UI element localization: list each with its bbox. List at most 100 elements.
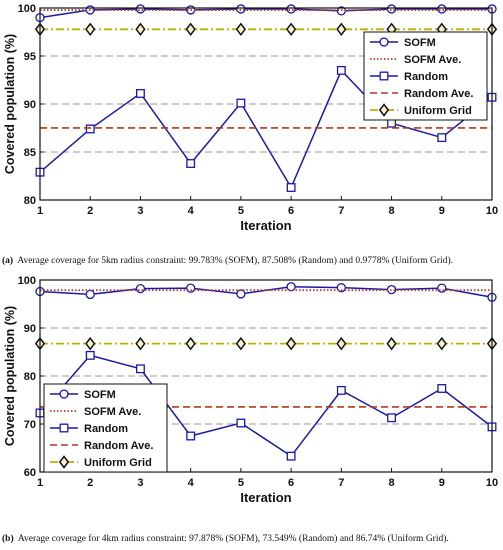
- data-point: [336, 65, 346, 75]
- series-sofm: [35, 282, 497, 302]
- y-tick-label: 60: [24, 467, 36, 479]
- x-tick-label: 2: [87, 477, 93, 489]
- data-point: [286, 451, 296, 461]
- data-point: [286, 183, 296, 192]
- series-line: [39, 285, 493, 299]
- series-line: [39, 69, 493, 190]
- y-tick-label: 90: [24, 99, 36, 111]
- legend-entry: Random Ave.: [84, 440, 153, 452]
- y-tick-label: 100: [18, 3, 36, 15]
- legend-entry: SOFM: [84, 389, 116, 401]
- y-tick-label: 80: [24, 195, 36, 207]
- series-uniform-grid: [34, 336, 498, 351]
- data-point: [85, 336, 96, 351]
- legend: SOFM SOFM Ave. Random Random Ave. Uniform Gr…: [43, 383, 168, 473]
- data-point: [336, 336, 347, 351]
- data-point: [85, 350, 95, 360]
- data-point: [235, 22, 247, 37]
- caption-b-text: Average coverage for 4km radius constrai…: [17, 534, 449, 544]
- data-point: [186, 159, 196, 168]
- data-point: [185, 336, 196, 351]
- data-point: [85, 124, 95, 134]
- data-point: [387, 118, 397, 128]
- x-tick-label: 1: [37, 205, 43, 217]
- y-tick-label: 80: [24, 371, 36, 383]
- legend-swatch-marker: [59, 423, 69, 433]
- legend-swatch-marker: [379, 71, 389, 81]
- legend-entry: SOFM: [404, 37, 436, 49]
- data-point: [135, 283, 146, 294]
- chart-panel-a: 1 2 3 4 5 6 7 8 9 10 80 85 90 95 100 Iteration Covered p…: [3, 3, 498, 233]
- chart-panel-b: 1 2 3 4 5 6 7 8 9 10 60 70 80 90 100 Iteration Covered p…: [3, 275, 498, 505]
- legend-entry: Random: [404, 71, 448, 83]
- x-axis-label: Iteration: [240, 218, 291, 233]
- series-random: [35, 65, 497, 192]
- data-point: [236, 289, 246, 299]
- legend-entry: Uniform Grid: [84, 457, 152, 469]
- y-tick-label: 70: [24, 419, 36, 431]
- data-point: [135, 4, 146, 14]
- data-point: [235, 336, 247, 351]
- legend-swatch-marker: [59, 389, 69, 399]
- x-axis-label: Iteration: [240, 490, 291, 505]
- data-point: [386, 336, 397, 351]
- legend-swatch-marker: [58, 455, 70, 469]
- data-point: [286, 4, 296, 14]
- data-point: [436, 336, 447, 351]
- legend-entry: Uniform Grid: [404, 105, 472, 117]
- data-point: [236, 418, 246, 428]
- x-tick-label: 3: [137, 477, 143, 489]
- x-tick-label: 7: [338, 205, 344, 217]
- data-point: [437, 384, 447, 393]
- x-tick-label: 4: [188, 205, 195, 217]
- legend-entry: SOFM Ave.: [404, 54, 461, 66]
- legend-swatch-marker: [378, 103, 390, 117]
- data-point: [285, 22, 297, 37]
- legend: SOFM SOFM Ave. Random Random Ave. Uniform Gr…: [363, 31, 488, 121]
- data-point: [236, 98, 246, 108]
- y-tick-label: 100: [18, 275, 36, 287]
- x-tick-label: 6: [288, 205, 294, 217]
- x-tick-label: 5: [238, 205, 244, 217]
- x-tick-label: 1: [37, 477, 43, 489]
- x-tick-label: 2: [87, 205, 93, 217]
- legend-swatch-marker: [379, 37, 389, 47]
- x-tick-label: 6: [288, 477, 294, 489]
- caption-a-label: (a): [2, 256, 14, 266]
- data-point: [236, 4, 246, 14]
- data-point: [336, 22, 347, 37]
- data-point: [286, 282, 296, 292]
- caption-b-label: (b): [2, 534, 14, 544]
- legend-entry: Random Ave.: [404, 88, 473, 100]
- legend-entry: SOFM Ave.: [84, 406, 141, 418]
- data-point: [336, 385, 346, 395]
- x-tick-label: 5: [238, 477, 244, 489]
- data-point: [336, 283, 346, 293]
- data-point: [186, 431, 196, 441]
- x-tick-label: 8: [388, 477, 394, 489]
- data-point: [85, 22, 96, 37]
- data-point: [85, 289, 95, 300]
- data-point: [386, 4, 397, 14]
- x-tick-label: 7: [338, 477, 344, 489]
- x-tick-label: 8: [388, 205, 394, 217]
- caption-a-text: Average coverage for 5km radius constrai…: [17, 256, 453, 266]
- data-point: [387, 413, 397, 423]
- data-point: [437, 4, 447, 14]
- x-tick-label: 10: [486, 205, 498, 217]
- x-tick-label: 10: [486, 477, 498, 489]
- data-point: [185, 22, 196, 37]
- x-tick-label: 3: [137, 205, 143, 217]
- y-tick-label: 95: [24, 51, 36, 63]
- data-point: [135, 336, 146, 351]
- x-tick-label: 4: [188, 477, 195, 489]
- series-line: [39, 354, 493, 458]
- data-point: [135, 22, 146, 37]
- caption-a: (a) Average coverage for 5km radius cons…: [2, 256, 453, 266]
- data-point: [135, 88, 145, 98]
- y-tick-label: 85: [24, 147, 36, 159]
- legend-entry: Random: [84, 423, 128, 435]
- data-point: [135, 364, 145, 374]
- data-point: [186, 283, 196, 293]
- y-tick-label: 90: [24, 323, 36, 335]
